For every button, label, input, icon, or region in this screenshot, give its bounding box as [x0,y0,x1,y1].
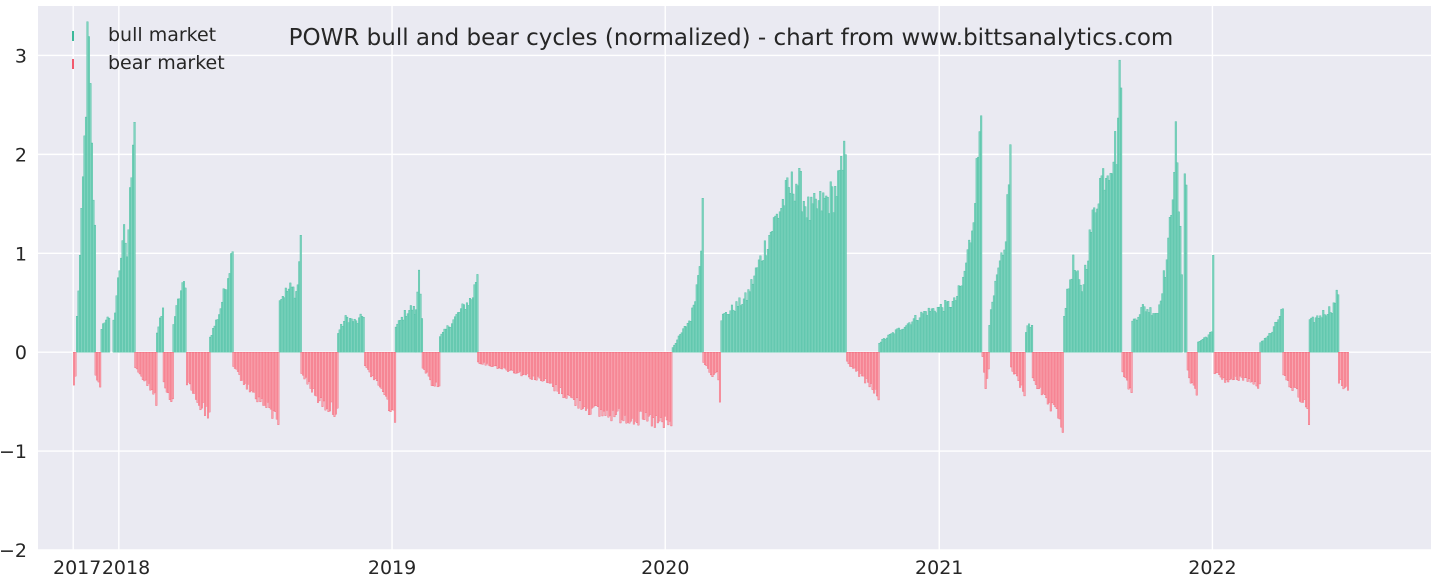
bear-bar [438,352,441,387]
bear-bar [99,352,102,388]
bear-bar [1130,352,1133,393]
bull-bar [476,274,479,353]
bear-bar [718,352,721,403]
bull-bar [844,154,847,353]
bull-bar [133,122,136,353]
x-tick-label: 2022 [1188,557,1236,579]
y-tick-label: −1 [0,441,27,463]
bear-bar [1346,352,1349,391]
bull-bar [421,318,424,353]
y-tick-label: −2 [0,540,27,562]
bear-bar [394,352,397,423]
x-tick-label: 2018 [102,557,150,579]
bull-bar [231,251,234,353]
bear-bar [277,352,280,425]
chart-title: POWR bull and bear cycles (normalized) -… [289,25,1174,51]
bull-bar [184,287,187,353]
bear-bar [208,352,211,413]
plot-background [38,6,1431,550]
axis-tick-labels: −2 −1 0 1 2 3 2017 2018 2019 2020 2021 2022 [0,45,1237,579]
x-tick-label: 2020 [641,557,689,579]
bear-bar [1023,352,1026,397]
bull-bar [1180,274,1183,353]
legend: bull market bear market [72,24,225,74]
bear-bar [171,352,174,400]
bull-bar [1281,308,1284,353]
bear-bar [74,352,77,377]
bear-bar [1195,352,1198,396]
x-tick-label: 2019 [368,557,416,579]
bull-bar [701,198,704,353]
bull-bar [1185,184,1188,353]
bear-bar [987,352,990,370]
x-tick-label: 2017 [53,557,101,579]
bull-bar [980,115,983,353]
bull-bar [1031,325,1034,353]
legend-bull-swatch [72,31,74,41]
legend-bear-label: bear market [108,52,225,74]
y-tick-label: 1 [15,243,27,265]
bull-bar [1120,87,1123,353]
bull-bar [362,317,365,353]
bear-bar [877,352,880,401]
bull-bar [108,317,111,353]
bear-bar [1258,352,1261,385]
legend-bear-swatch [72,59,74,69]
y-tick-label: 2 [15,144,27,166]
bars [73,21,1349,433]
y-tick-label: 0 [15,342,27,364]
bull-bar [93,224,96,353]
bear-bar [155,352,158,406]
bull-bar [1337,294,1340,353]
bear-bar [1308,352,1311,425]
bull-bar [1009,144,1012,353]
bear-bar [1061,352,1064,433]
bear-bar [336,352,339,409]
bull-bar [1212,255,1215,353]
bull-bar [299,235,302,353]
bull-bar [162,307,165,353]
y-tick-label: 3 [15,45,27,67]
legend-bull-label: bull market [108,24,216,46]
bear-bar [670,352,673,427]
x-tick-label: 2021 [915,557,963,579]
